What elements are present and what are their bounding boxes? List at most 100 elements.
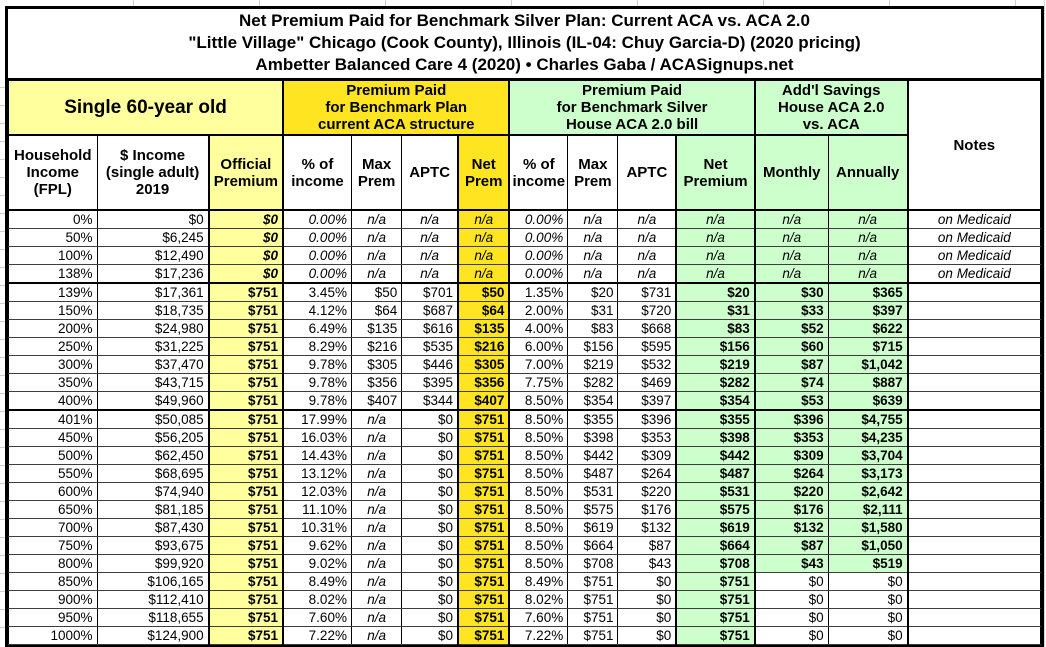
column-header-official-premium[interactable]: Official Premium <box>207 134 285 211</box>
cell-yr[interactable]: $1,050 <box>827 536 909 555</box>
cell-h_aptc[interactable]: $176 <box>617 500 677 519</box>
cell-a_pct[interactable]: 17.99% <box>282 410 352 429</box>
cell-a_pct[interactable]: 12.03% <box>282 482 352 501</box>
cell-official[interactable]: $751 <box>207 608 285 627</box>
column-header-aca20-pct-income[interactable]: % of income <box>508 134 569 211</box>
cell-official[interactable]: $0 <box>207 264 285 284</box>
cell-mo[interactable]: $87 <box>754 536 829 555</box>
cell-official[interactable]: $751 <box>207 590 285 609</box>
cell-a_net[interactable]: $751 <box>457 572 511 591</box>
column-header-savings-annually[interactable]: Annually <box>827 134 909 211</box>
cell-h_net[interactable]: $20 <box>675 283 756 302</box>
cell-h_max[interactable]: $442 <box>567 446 619 465</box>
cell-a_net[interactable]: $64 <box>457 301 511 320</box>
cell-mo[interactable]: $0 <box>754 572 829 591</box>
cell-h_net[interactable]: $282 <box>675 373 756 392</box>
cell-official[interactable]: $751 <box>207 373 285 392</box>
cell-h_net[interactable]: $751 <box>675 590 756 609</box>
cell-income[interactable]: $0 <box>96 210 210 229</box>
column-header-aca-net-prem[interactable]: Net Prem <box>457 134 511 211</box>
cell-note[interactable]: on Medicaid <box>907 210 1041 229</box>
cell-a_pct[interactable]: 9.78% <box>282 391 352 411</box>
cell-yr[interactable]: $887 <box>827 373 909 392</box>
cell-a_max[interactable]: n/a <box>350 410 403 429</box>
cell-fpl[interactable]: 50% <box>8 228 98 247</box>
cell-a_max[interactable]: n/a <box>350 518 403 537</box>
cell-a_max[interactable]: n/a <box>350 264 403 284</box>
cell-fpl[interactable]: 900% <box>8 590 98 609</box>
cell-note[interactable] <box>907 500 1041 519</box>
cell-a_max[interactable]: n/a <box>350 554 403 573</box>
cell-a_max[interactable]: n/a <box>350 464 403 483</box>
group-header-aca20[interactable]: Premium Paid for Benchmark Silver House … <box>508 80 756 136</box>
cell-income[interactable]: $49,960 <box>96 391 210 411</box>
cell-official[interactable]: $751 <box>207 518 285 537</box>
cell-a_pct[interactable]: 9.62% <box>282 536 352 555</box>
cell-a_pct[interactable]: 9.78% <box>282 355 352 374</box>
cell-mo[interactable]: $0 <box>754 608 829 627</box>
cell-note[interactable] <box>907 446 1041 465</box>
column-header-aca-pct-income[interactable]: % of income <box>282 134 352 211</box>
cell-note[interactable] <box>907 410 1041 429</box>
cell-h_pct[interactable]: 8.50% <box>508 410 569 429</box>
cell-fpl[interactable]: 500% <box>8 446 98 465</box>
cell-a_net[interactable]: $407 <box>457 391 511 411</box>
cell-income[interactable]: $37,470 <box>96 355 210 374</box>
cell-fpl[interactable]: 750% <box>8 536 98 555</box>
cell-h_max[interactable]: $664 <box>567 536 619 555</box>
cell-h_max[interactable]: $575 <box>567 500 619 519</box>
cell-mo[interactable]: n/a <box>754 228 829 247</box>
cell-h_net[interactable]: $31 <box>675 301 756 320</box>
cell-mo[interactable]: $43 <box>754 554 829 573</box>
cell-a_aptc[interactable]: $0 <box>401 482 459 501</box>
cell-a_max[interactable]: n/a <box>350 536 403 555</box>
cell-a_net[interactable]: $751 <box>457 518 511 537</box>
cell-fpl[interactable]: 0% <box>8 210 98 229</box>
cell-h_max[interactable]: $219 <box>567 355 619 374</box>
cell-h_net[interactable]: $531 <box>675 482 756 501</box>
cell-note[interactable] <box>907 319 1041 338</box>
cell-h_aptc[interactable]: n/a <box>617 264 677 284</box>
cell-yr[interactable]: $622 <box>827 319 909 338</box>
cell-income[interactable]: $50,085 <box>96 410 210 429</box>
cell-yr[interactable]: $0 <box>827 626 909 645</box>
group-header-demographic[interactable]: Single 60-year old <box>8 80 284 136</box>
cell-a_pct[interactable]: 0.00% <box>282 264 352 284</box>
cell-h_max[interactable]: n/a <box>567 246 619 265</box>
cell-fpl[interactable]: 250% <box>8 337 98 356</box>
cell-a_pct[interactable]: 6.49% <box>282 319 352 338</box>
cell-income[interactable]: $12,490 <box>96 246 210 265</box>
cell-a_net[interactable]: $751 <box>457 554 511 573</box>
cell-mo[interactable]: $0 <box>754 590 829 609</box>
cell-h_aptc[interactable]: $668 <box>617 319 677 338</box>
cell-a_max[interactable]: $50 <box>350 283 403 302</box>
cell-a_net[interactable]: $356 <box>457 373 511 392</box>
cell-a_max[interactable]: $216 <box>350 337 403 356</box>
cell-note[interactable] <box>907 572 1041 591</box>
cell-a_net[interactable]: $751 <box>457 608 511 627</box>
cell-h_pct[interactable]: 1.35% <box>508 283 569 302</box>
column-header-notes[interactable]: Notes <box>907 80 1041 211</box>
cell-note[interactable] <box>907 283 1041 302</box>
cell-official[interactable]: $751 <box>207 464 285 483</box>
cell-h_pct[interactable]: 8.50% <box>508 464 569 483</box>
cell-mo[interactable]: $176 <box>754 500 829 519</box>
cell-note[interactable]: on Medicaid <box>907 228 1041 247</box>
cell-a_aptc[interactable]: $344 <box>401 391 459 411</box>
cell-income[interactable]: $81,185 <box>96 500 210 519</box>
cell-a_net[interactable]: $50 <box>457 283 511 302</box>
cell-h_pct[interactable]: 4.00% <box>508 319 569 338</box>
cell-yr[interactable]: $3,704 <box>827 446 909 465</box>
cell-h_pct[interactable]: 7.60% <box>508 608 569 627</box>
cell-mo[interactable]: $132 <box>754 518 829 537</box>
cell-h_pct[interactable]: 8.50% <box>508 391 569 411</box>
cell-yr[interactable]: $3,173 <box>827 464 909 483</box>
cell-h_max[interactable]: $31 <box>567 301 619 320</box>
cell-h_aptc[interactable]: $0 <box>617 572 677 591</box>
cell-a_aptc[interactable]: n/a <box>401 246 459 265</box>
cell-h_max[interactable]: $83 <box>567 319 619 338</box>
cell-h_aptc[interactable]: $353 <box>617 428 677 447</box>
group-header-savings[interactable]: Add'l Savings House ACA 2.0 vs. ACA <box>754 80 909 136</box>
cell-h_max[interactable]: $398 <box>567 428 619 447</box>
cell-a_pct[interactable]: 14.43% <box>282 446 352 465</box>
